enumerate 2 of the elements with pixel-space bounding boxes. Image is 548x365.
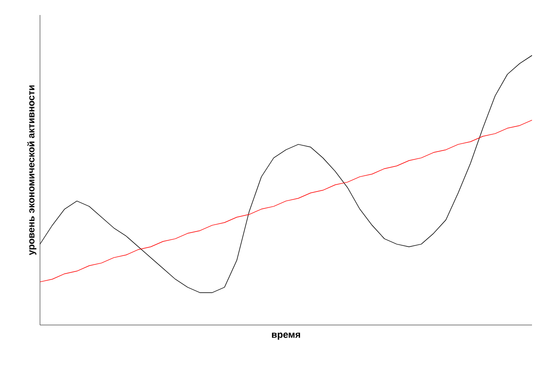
y-axis-title: уровень экономической активности [27,85,36,256]
x-axis-title: время [272,332,300,340]
